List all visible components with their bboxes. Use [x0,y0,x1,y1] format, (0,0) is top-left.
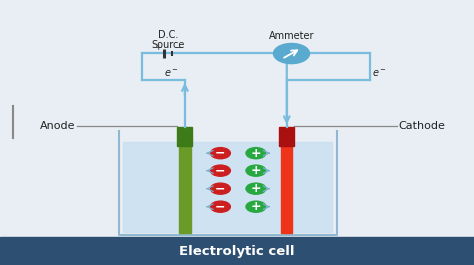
Circle shape [210,183,230,194]
Circle shape [246,148,266,159]
Text: $e^-$: $e^-$ [372,68,387,80]
Text: Anode: Anode [40,121,76,131]
Text: −: − [215,182,226,195]
Bar [279,127,294,146]
Circle shape [246,201,266,212]
Text: −: − [215,200,226,213]
Circle shape [210,165,230,176]
Circle shape [246,183,266,194]
Text: −: − [215,164,226,177]
Text: Cathode: Cathode [398,121,445,131]
Bar [177,127,192,146]
Text: +: + [154,43,162,52]
Text: D.C.: D.C. [158,30,178,40]
Bar [179,146,191,233]
Text: Source: Source [152,39,185,50]
Text: Ammeter: Ammeter [269,31,314,41]
Text: −: − [174,43,183,53]
Text: $e^-$: $e^-$ [164,68,178,80]
Text: +: + [251,164,261,177]
Text: +: + [251,200,261,213]
Text: +: + [251,147,261,160]
Circle shape [210,201,230,212]
Circle shape [210,148,230,159]
Text: Electrolytic cell: Electrolytic cell [179,245,295,258]
Bar [123,142,332,232]
Bar [281,146,292,233]
Bar [0,237,474,265]
Text: +: + [251,182,261,195]
Circle shape [246,165,266,176]
Text: −: − [215,147,226,160]
Circle shape [273,43,310,64]
